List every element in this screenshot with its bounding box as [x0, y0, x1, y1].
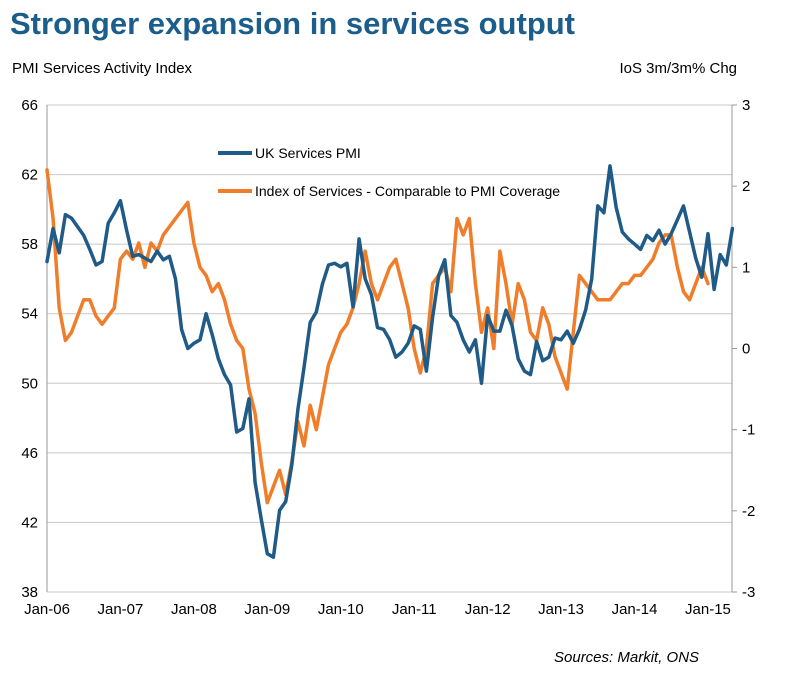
line-chart: 38 42 46 50 54 58 62 66 -3 -2 -1 0 1 2 3 Jan-06 Jan-07… [21, 97, 755, 618]
left-axis-ticks: 38 42 46 50 54 58 62 66 [21, 97, 38, 601]
legend-item-uk-services-pmi: UK Services PMI [255, 145, 361, 161]
right-tick-label: -1 [742, 422, 755, 439]
right-tick-label: 0 [742, 341, 750, 358]
left-tick-label: 58 [21, 236, 38, 253]
x-tick-label: Jan-13 [538, 601, 584, 618]
left-tick-label: 50 [21, 375, 38, 392]
right-tick-label: 2 [742, 178, 750, 195]
x-tick-label: Jan-08 [171, 601, 217, 618]
right-tick-label: 1 [742, 259, 750, 276]
source-note: Sources: Markit, ONS [554, 649, 700, 666]
chart-title: Stronger expansion in services output [10, 6, 576, 41]
legend-item-index-of-services: Index of Services - Comparable to PMI Co… [255, 183, 560, 199]
legend: UK Services PMI Index of Services - Compa… [218, 145, 560, 199]
x-tick-label: Jan-14 [612, 601, 658, 618]
x-tick-label: Jan-11 [392, 601, 437, 618]
x-tick-label: Jan-06 [24, 601, 70, 618]
x-axis-ticks: Jan-06 Jan-07 Jan-08 Jan-09 Jan-10 Jan-11 Jan-… [24, 601, 731, 618]
right-axis-ticks: -3 -2 -1 0 1 2 3 [732, 97, 755, 601]
left-tick-label: 46 [21, 445, 38, 462]
right-axis-label: IoS 3m/3m% Chg [619, 60, 737, 77]
right-tick-label: -3 [742, 584, 755, 601]
right-tick-label: -2 [742, 503, 755, 520]
x-tick-label: Jan-09 [244, 601, 290, 618]
x-tick-label: Jan-07 [98, 601, 144, 618]
series-lines [45, 164, 735, 559]
x-tick-label: Jan-12 [465, 601, 511, 618]
left-tick-label: 42 [21, 514, 38, 531]
left-tick-label: 66 [21, 97, 38, 114]
left-axis-label: PMI Services Activity Index [12, 60, 193, 77]
right-tick-label: 3 [742, 97, 750, 114]
x-tick-label: Jan-10 [318, 601, 364, 618]
gridlines [46, 104, 733, 593]
left-tick-label: 54 [21, 306, 38, 323]
left-tick-label: 38 [21, 584, 38, 601]
series-line-uk-services-pmi [45, 164, 735, 559]
left-tick-label: 62 [21, 167, 38, 184]
x-tick-label: Jan-15 [685, 601, 731, 618]
